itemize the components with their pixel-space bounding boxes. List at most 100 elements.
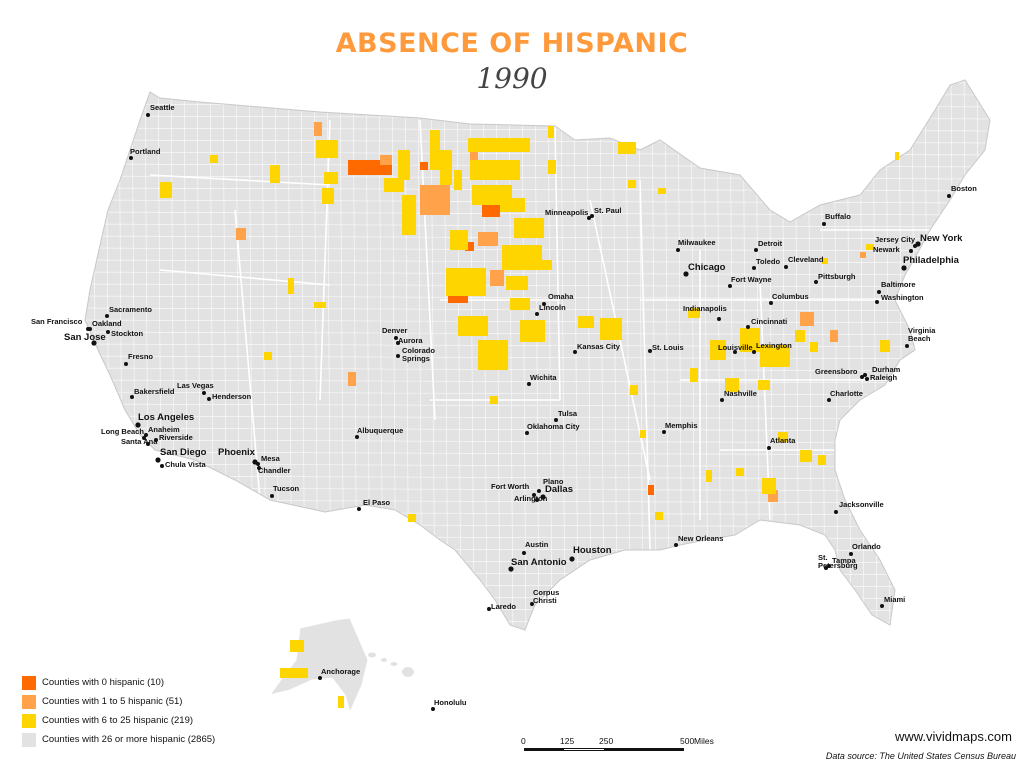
city-label: St. Petersburg	[818, 553, 858, 570]
data-source: Data source: The United States Census Bu…	[825, 751, 1016, 761]
city-dot	[720, 398, 724, 402]
city-dot	[752, 350, 756, 354]
city-dot	[863, 373, 867, 377]
city-label: Stockton	[111, 329, 144, 338]
city-label: Greensboro	[815, 367, 858, 376]
city-labels: Seattle Portland Sacramento San Francisco Oa…	[31, 103, 977, 711]
city-label: Minneapolis	[545, 208, 588, 217]
city-dot	[105, 314, 109, 318]
city-label: Nashville	[724, 389, 757, 398]
city-label: Henderson	[212, 392, 252, 401]
city-label: Newark	[873, 245, 901, 254]
city-label: Detroit	[758, 239, 783, 248]
city-dot	[160, 464, 164, 468]
city-label: Arlington	[514, 494, 548, 503]
city-label: Buffalo	[825, 212, 851, 221]
alaska-shape	[268, 617, 369, 714]
legend-label: Counties with 0 hispanic (10)	[42, 677, 164, 688]
city-dot	[487, 607, 491, 611]
city-dot	[587, 216, 591, 220]
city-dot	[728, 284, 732, 288]
city-dot	[824, 566, 828, 570]
city-label: Baltimore	[881, 280, 916, 289]
city-label: Seattle	[150, 103, 175, 112]
city-label: Boston	[951, 184, 977, 193]
scale-segment	[564, 748, 604, 751]
city-label: Lincoln	[539, 303, 566, 312]
city-label: Louisville	[718, 343, 753, 352]
city-label: Lexington	[756, 341, 792, 350]
city-dot	[154, 438, 158, 442]
city-dot	[901, 265, 907, 271]
city-dot	[905, 344, 909, 348]
city-dot	[827, 398, 831, 402]
city-label: San Diego	[160, 447, 207, 458]
website-credit: www.vividmaps.com	[894, 729, 1012, 744]
city-label: New York	[920, 233, 963, 244]
city-label: Corpus Christi	[533, 588, 559, 605]
city-dot	[573, 350, 577, 354]
city-label: Oakland	[92, 319, 122, 328]
city-dot	[909, 249, 913, 253]
legend-swatch	[22, 694, 36, 709]
city-label: Columbus	[772, 292, 809, 301]
city-dot	[527, 382, 531, 386]
city-label: Los Angeles	[138, 412, 194, 423]
counties-1-to-5-hispanic	[236, 122, 866, 502]
city-label: Raleigh	[870, 373, 898, 382]
city-dot	[822, 222, 826, 226]
hawaii-shape	[368, 652, 414, 677]
city-label: Riverside	[159, 433, 193, 442]
city-label: St. Louis	[652, 343, 684, 352]
city-label: Chicago	[688, 262, 726, 273]
city-label: Tulsa	[558, 409, 578, 418]
city-dot	[91, 340, 97, 346]
city-label: Miami	[884, 595, 905, 604]
city-label: Santa Ana	[121, 437, 158, 446]
city-dot	[827, 564, 831, 568]
scale-label-500: 500	[680, 736, 695, 746]
city-dot	[662, 430, 666, 434]
city-dot	[648, 349, 652, 353]
city-label: Las Vegas	[177, 381, 214, 390]
city-dot	[394, 336, 398, 340]
map-title: ABSENCE OF HISPANIC	[335, 28, 689, 59]
city-dot	[355, 435, 359, 439]
city-label: Colorado Springs	[402, 346, 435, 363]
city-dot	[130, 395, 134, 399]
city-dot	[146, 113, 150, 117]
city-dot	[535, 498, 539, 502]
city-label: Omaha	[548, 292, 574, 301]
city-dot	[877, 290, 881, 294]
city-label: New Orleans	[678, 534, 723, 543]
city-dot	[569, 556, 575, 562]
city-dot	[683, 271, 689, 277]
city-label: Mesa	[261, 454, 281, 463]
alaska-counties-mid	[280, 640, 344, 708]
city-dot	[522, 551, 526, 555]
city-dot	[540, 494, 546, 500]
city-label: Wichita	[530, 373, 557, 382]
city-dot	[849, 552, 853, 556]
city-label: Memphis	[665, 421, 698, 430]
city-dot	[717, 317, 721, 321]
legend-swatch	[22, 675, 36, 690]
city-label: Bakersfield	[134, 387, 175, 396]
city-dot	[865, 377, 869, 381]
city-dot	[752, 266, 756, 270]
city-label: San Francisco	[31, 317, 83, 326]
city-label: Fort Wayne	[731, 275, 772, 284]
city-dot	[207, 397, 211, 401]
city-dot	[508, 566, 514, 572]
city-label: Sacramento	[109, 305, 152, 314]
map-subtitle: 1990	[476, 62, 548, 95]
city-label: Chula Vista	[165, 460, 207, 469]
counties-6-to-25-hispanic	[160, 126, 899, 522]
city-dot	[155, 457, 161, 463]
city-label: Long Beach	[101, 427, 144, 436]
city-label: Fort Worth	[491, 482, 530, 491]
legend-label: Counties with 6 to 25 hispanic (219)	[42, 715, 194, 726]
city-label: Anaheim	[148, 425, 180, 434]
city-dot	[106, 330, 110, 334]
